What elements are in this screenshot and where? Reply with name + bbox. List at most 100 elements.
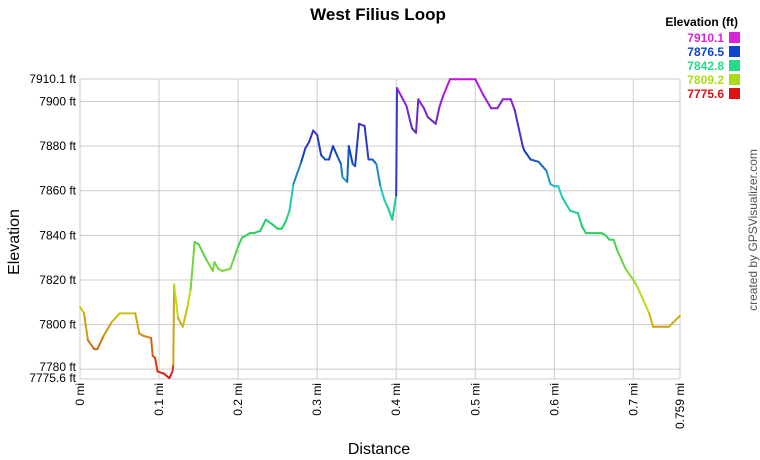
elevation-line-segment xyxy=(154,357,159,373)
elevation-line-segment xyxy=(142,334,153,339)
y-tick-label: 7900 ft xyxy=(39,95,76,109)
elevation-line-segment xyxy=(186,287,192,308)
elevation-line-segment xyxy=(288,183,295,212)
elevation-line-segment xyxy=(339,163,344,179)
x-tick-label: 0.2 mi xyxy=(231,383,245,416)
elevation-line-segment xyxy=(332,145,338,157)
x-axis-title: Distance xyxy=(348,441,410,458)
x-tick-label: 0.759 mi xyxy=(673,383,687,429)
elevation-line-segment xyxy=(422,107,429,119)
elevation-line-segment xyxy=(354,122,361,168)
elevation-line-segment xyxy=(177,316,184,328)
elevation-line-segment xyxy=(442,78,451,96)
elevation-line-segment xyxy=(347,145,354,165)
elevation-line-segment xyxy=(509,98,516,112)
elevation-line-segment xyxy=(213,261,220,270)
elevation-line-segment xyxy=(171,363,175,373)
legend-entry-label: 7809.2 xyxy=(687,73,724,87)
elevation-line-segment xyxy=(426,116,437,125)
elevation-line-segment xyxy=(241,232,251,239)
elevation-line-segment xyxy=(181,305,189,328)
elevation-line-segment xyxy=(482,93,493,110)
series-layer xyxy=(79,78,681,380)
y-tick-label: 7775.6 ft xyxy=(29,371,76,385)
elevation-line-segment xyxy=(557,185,564,199)
elevation-line-segment xyxy=(308,129,315,143)
y-tick-label: 7910.1 ft xyxy=(29,72,76,86)
legend-swatch xyxy=(729,60,740,71)
elevation-line-segment xyxy=(537,160,548,172)
elevation-line-segment xyxy=(271,223,279,230)
elevation-line-segment xyxy=(375,163,382,188)
elevation-line-segment xyxy=(229,256,236,270)
elevation-line-segment xyxy=(280,221,287,230)
gridlines xyxy=(79,78,681,380)
elevation-line-segment xyxy=(523,149,532,161)
elevation-line-segment xyxy=(233,245,240,259)
elevation-line-segment xyxy=(407,111,413,130)
elevation-line-segment xyxy=(304,140,311,150)
elevation-line-segment xyxy=(102,321,113,337)
y-tick-label: 7820 ft xyxy=(39,273,76,287)
elevation-line-segment xyxy=(513,109,524,148)
elevation-line-segment xyxy=(434,105,441,125)
elevation-line-segment xyxy=(496,98,504,110)
elevation-line-segment xyxy=(110,312,121,324)
elevation-line-segment xyxy=(79,305,85,315)
elevation-line-segment xyxy=(259,218,267,232)
legend-swatch xyxy=(729,74,740,85)
x-tick-label: 0.6 mi xyxy=(547,383,561,416)
elevation-line-segment xyxy=(335,154,342,165)
legend-swatch xyxy=(729,88,740,99)
legend-entry-label: 7775.6 xyxy=(687,87,724,101)
elevation-line-segment xyxy=(134,312,141,335)
elevation-line-segment xyxy=(632,279,639,288)
elevation-line-segment xyxy=(415,98,420,134)
elevation-line-segment xyxy=(316,134,323,157)
elevation-line-segment xyxy=(189,241,196,290)
elevation-line-segment xyxy=(252,229,262,235)
x-tick-label: 0.7 mi xyxy=(626,383,640,416)
y-tick-label: 7780 ft xyxy=(39,360,76,374)
elevation-line-segment xyxy=(328,145,334,161)
elevation-line-segment xyxy=(417,98,425,110)
elevation-line-segment xyxy=(529,158,540,163)
elevation-line-segment xyxy=(346,145,350,183)
legend-entry-label: 7842.8 xyxy=(687,59,724,73)
x-tick-label: 0 mi xyxy=(73,383,87,406)
y-tick-label: 7800 ft xyxy=(39,318,76,332)
elevation-line-segment xyxy=(438,93,445,107)
x-tick-label: 0.5 mi xyxy=(468,383,482,416)
x-tick-label: 0.4 mi xyxy=(389,383,403,416)
elevation-line-segment xyxy=(173,283,179,319)
elevation-line-segment xyxy=(86,339,96,351)
elevation-line-segment xyxy=(300,147,307,163)
elevation-line-segment xyxy=(383,198,390,210)
elevation-line-segment xyxy=(172,283,176,366)
elevation-line-segment xyxy=(83,312,89,342)
elevation-line-segment xyxy=(205,258,214,272)
elevation-line-segment xyxy=(545,169,552,186)
legend-title: Elevation (ft) xyxy=(665,15,738,29)
elevation-line-segment xyxy=(197,243,208,261)
elevation-line-segment xyxy=(284,209,291,223)
elevation-line-segment xyxy=(150,337,154,357)
credit-text: created by GPSVisualizer.com xyxy=(746,149,760,311)
elevation-line-segment xyxy=(168,370,174,380)
elevation-line-segment xyxy=(237,236,244,248)
elevation-line-segment xyxy=(569,209,579,215)
elevation-line-segment xyxy=(624,267,635,281)
elevation-line-segment xyxy=(396,87,406,103)
elevation-line-segment xyxy=(162,372,171,380)
elevation-line-segment xyxy=(292,160,303,186)
legend-swatch xyxy=(729,46,740,57)
y-tick-label: 7840 ft xyxy=(39,228,76,242)
elevation-line-segment xyxy=(577,212,583,228)
chart-title: West Filius Loop xyxy=(310,5,446,24)
elevation-line-segment xyxy=(616,250,627,270)
y-axis-title: Elevation xyxy=(6,209,23,275)
x-tick-label: 0.1 mi xyxy=(152,383,166,416)
elevation-line-segment xyxy=(221,267,232,272)
